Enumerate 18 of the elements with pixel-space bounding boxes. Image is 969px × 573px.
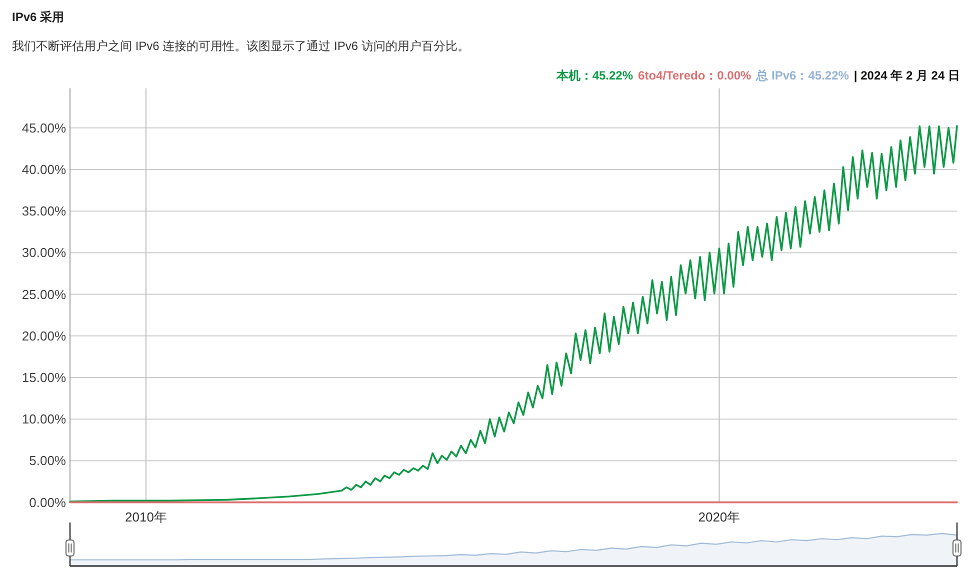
x-tick-label: 2020年 bbox=[698, 509, 740, 524]
y-tick-label: 0.00% bbox=[29, 494, 66, 510]
y-tick-label: 30.00% bbox=[22, 245, 66, 260]
subtitle: 我们不断评估用户之间 IPv6 连接的可用性。该图显示了通过 IPv6 访问的用户百分比。 bbox=[12, 39, 470, 53]
y-tick-label: 10.00% bbox=[22, 412, 66, 427]
y-tick-label: 15.00% bbox=[22, 370, 66, 385]
title: IPv6 采用 bbox=[12, 10, 64, 24]
x-tick-label: 2010年 bbox=[125, 509, 167, 524]
y-tick-label: 35.00% bbox=[22, 204, 66, 219]
y-tick-label: 25.00% bbox=[22, 286, 66, 302]
y-tick-label: 40.00% bbox=[22, 162, 66, 177]
legend-item: 本机：45.22% bbox=[556, 68, 634, 82]
legend-item: 总 IPv6：45.22% bbox=[756, 68, 849, 82]
y-tick-label: 5.00% bbox=[29, 453, 66, 468]
y-tick-label: 20.00% bbox=[22, 328, 66, 344]
y-tick-label: 45.00% bbox=[22, 120, 66, 136]
annotation: | 2024 年 2 月 24 日 bbox=[854, 68, 960, 82]
legend-item: 6to4/Teredo：0.00% bbox=[638, 68, 752, 82]
